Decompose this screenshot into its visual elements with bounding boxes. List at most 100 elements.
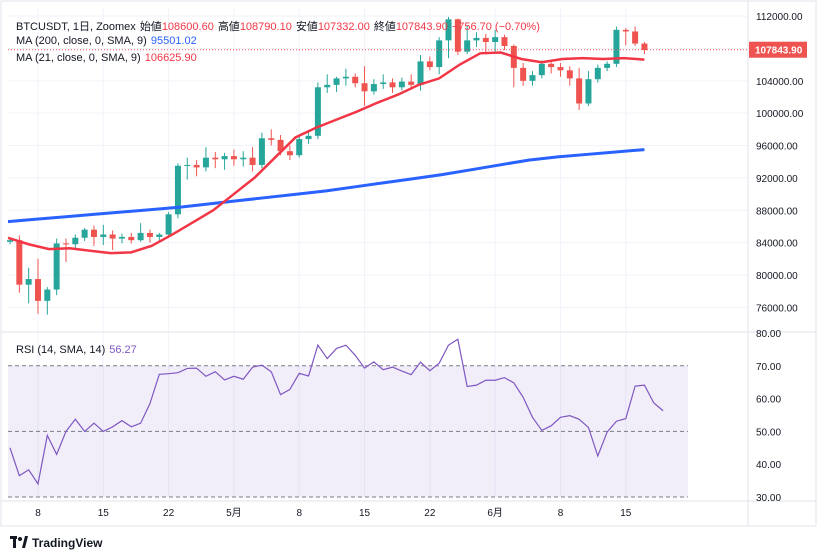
grid <box>8 8 748 497</box>
rsi-tick-label: 70.00 <box>756 362 781 373</box>
candle-body <box>156 234 163 237</box>
candle <box>426 56 433 71</box>
candle-body <box>72 237 79 245</box>
price-tags: 107843.90 <box>8 41 807 58</box>
candle <box>501 34 508 51</box>
candle <box>165 211 172 237</box>
candle <box>641 41 648 55</box>
close-label: 終値 <box>373 21 396 33</box>
time-tick-label: 15 <box>620 508 632 519</box>
candle <box>118 233 125 244</box>
candle <box>454 18 461 55</box>
candle-body <box>548 63 555 68</box>
candle <box>520 63 527 86</box>
current-price-tag-label: 107843.90 <box>755 46 803 57</box>
candle <box>240 151 247 167</box>
candle <box>249 147 256 172</box>
candle <box>174 163 181 219</box>
candle-body <box>417 61 424 85</box>
candle <box>81 228 88 242</box>
candle <box>184 157 191 180</box>
candle-body <box>632 31 639 44</box>
candle <box>258 132 265 169</box>
candle-body <box>594 67 601 80</box>
candle-body <box>268 138 275 140</box>
candle-body <box>62 243 69 245</box>
candle <box>324 74 331 93</box>
candle-body <box>613 29 620 64</box>
ma21-value: 106625.90 <box>144 52 197 64</box>
tradingview-label: TradingView <box>32 536 103 550</box>
candle-body <box>370 84 377 92</box>
rsi-label: RSI (14, SMA, 14) <box>16 344 106 356</box>
candle <box>137 223 144 242</box>
tradingview-logo[interactable]: TradingView <box>10 536 102 550</box>
candle-body <box>557 67 564 71</box>
candle <box>566 66 573 86</box>
candle <box>100 224 107 246</box>
candle <box>193 160 200 177</box>
rsi-tick-label: 80.00 <box>756 329 781 340</box>
time-tick-label: 15 <box>359 508 371 519</box>
candle <box>109 230 116 250</box>
candle <box>25 267 32 304</box>
candle <box>632 26 639 47</box>
open-value: 108600.60 <box>161 21 214 33</box>
candle-body <box>296 139 303 156</box>
price-tick-label: 112000.00 <box>756 12 803 23</box>
axes: 112000.00108000.00104000.00100000.009600… <box>1 1 816 526</box>
candle <box>268 129 275 146</box>
moving-averages <box>7 51 645 255</box>
candle-body <box>249 157 256 165</box>
ma21-line <box>7 51 645 255</box>
candle <box>398 77 405 91</box>
candle-body <box>464 40 471 52</box>
close-value: 107843.90 <box>395 21 448 33</box>
candle <box>576 67 583 110</box>
time-tick-label: 15 <box>98 508 110 519</box>
candle <box>305 132 312 144</box>
candle-body <box>380 82 387 85</box>
symbol-legend: BTCUSDT, 1日, Zoomex 始値108600.60 高値108790.1… <box>16 18 544 34</box>
candle <box>62 238 69 263</box>
candle-body <box>538 63 545 76</box>
price-tick-label: 100000.00 <box>756 109 804 120</box>
low-label: 安値 <box>295 21 318 33</box>
ma21-label: MA (21, close, 0, SMA, 9) <box>16 52 141 64</box>
candle <box>202 147 209 172</box>
candle-body <box>16 240 23 285</box>
candle-body <box>286 151 293 156</box>
current-price-tag <box>749 41 807 58</box>
candle-body <box>258 138 265 165</box>
candle <box>90 225 97 246</box>
candle-body <box>361 83 368 92</box>
candle <box>333 76 340 93</box>
candle <box>622 28 629 46</box>
candle-body <box>221 156 228 160</box>
ma200-value: 95501.02 <box>150 35 197 47</box>
candles[interactable] <box>7 16 648 315</box>
candle-body <box>174 165 181 215</box>
candle-body <box>118 236 125 239</box>
price-tick-label: 88000.00 <box>756 206 798 217</box>
candle-body <box>501 37 508 47</box>
candle-body <box>193 164 200 168</box>
price-tick-label: 92000.00 <box>756 174 798 185</box>
candle <box>370 79 377 95</box>
candle-body <box>324 84 331 88</box>
candle-body <box>352 76 359 84</box>
price-tick-label: 80000.00 <box>756 271 798 282</box>
candle <box>613 26 620 68</box>
rsi-tick-label: 30.00 <box>756 493 781 504</box>
rsi-tick-label: 40.00 <box>756 460 781 471</box>
ma200-legend: MA (200, close, 0, SMA, 9) 95501.02 <box>16 35 201 47</box>
candle <box>44 287 51 315</box>
candle-body <box>7 240 13 242</box>
price-tick-label: 104000.00 <box>756 77 804 88</box>
candle <box>585 71 592 106</box>
candle-body <box>482 37 489 42</box>
candle <box>538 60 545 79</box>
ma200-label: MA (200, close, 0, SMA, 9) <box>16 35 147 47</box>
candle-body <box>100 234 107 237</box>
candle-body <box>566 70 573 79</box>
